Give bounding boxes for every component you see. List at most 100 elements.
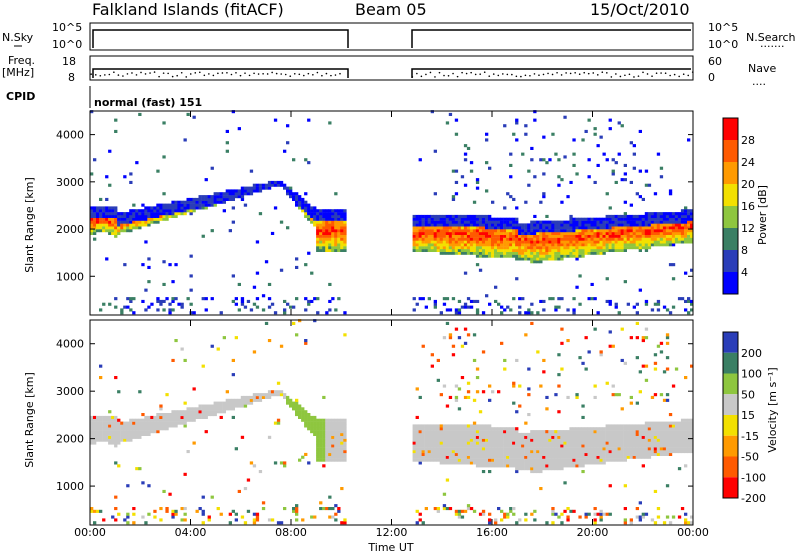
data-cell bbox=[307, 118, 311, 122]
data-cell bbox=[563, 251, 567, 255]
data-cell bbox=[183, 358, 187, 362]
data-cell bbox=[524, 447, 528, 451]
data-cell bbox=[457, 430, 462, 434]
nave-dot bbox=[158, 75, 160, 78]
data-cell bbox=[653, 393, 658, 397]
data-cell bbox=[485, 450, 489, 454]
data-cell bbox=[527, 432, 531, 436]
data-cell bbox=[328, 214, 332, 218]
data-cell bbox=[183, 512, 187, 516]
data-cell bbox=[632, 246, 636, 250]
data-cell bbox=[165, 206, 169, 210]
data-cell bbox=[605, 458, 609, 462]
data-cell bbox=[430, 234, 434, 238]
data-cell bbox=[331, 441, 335, 445]
data-cell bbox=[638, 214, 642, 218]
data-cell bbox=[533, 223, 537, 227]
data-cell bbox=[165, 209, 169, 213]
data-cell bbox=[475, 299, 480, 303]
data-cell bbox=[687, 430, 691, 434]
data-cell bbox=[156, 421, 160, 425]
data-cell bbox=[536, 464, 540, 468]
data-cell bbox=[430, 217, 434, 221]
data-cell bbox=[687, 223, 691, 227]
data-cell bbox=[276, 180, 281, 184]
data-cell bbox=[454, 220, 459, 224]
data-cell bbox=[463, 509, 468, 513]
data-cell bbox=[626, 302, 630, 306]
data-cell bbox=[599, 438, 603, 442]
data-cell bbox=[506, 430, 510, 434]
data-cell bbox=[581, 447, 585, 451]
data-cell bbox=[126, 297, 130, 301]
data-cell bbox=[656, 229, 661, 233]
data-cell bbox=[506, 192, 510, 196]
data-cell bbox=[328, 223, 332, 227]
data-cell bbox=[283, 461, 287, 465]
data-cell bbox=[581, 217, 585, 221]
data-cell bbox=[445, 444, 450, 448]
data-cell bbox=[105, 229, 109, 233]
data-cell bbox=[93, 521, 97, 525]
data-cell bbox=[219, 195, 223, 199]
data-cell bbox=[524, 467, 528, 471]
data-cell bbox=[632, 166, 636, 170]
data-cell bbox=[653, 223, 658, 227]
data-cell bbox=[548, 432, 552, 436]
data-cell bbox=[539, 243, 543, 247]
data-cell bbox=[421, 424, 425, 428]
data-cell bbox=[132, 418, 136, 422]
data-cell bbox=[524, 512, 528, 516]
noise-frame bbox=[89, 22, 694, 51]
data-cell bbox=[144, 240, 148, 244]
data-cell bbox=[123, 438, 127, 442]
data-cell bbox=[264, 321, 269, 325]
data-cell bbox=[481, 231, 486, 235]
data-cell bbox=[611, 441, 615, 445]
data-cell bbox=[319, 234, 323, 238]
data-cell bbox=[635, 302, 639, 306]
data-cell bbox=[454, 398, 459, 402]
data-cell bbox=[644, 183, 649, 187]
data-cell bbox=[521, 444, 525, 448]
data-cell bbox=[111, 424, 115, 428]
data-cell bbox=[439, 231, 443, 235]
data-cell bbox=[684, 521, 688, 525]
data-cell bbox=[322, 452, 326, 456]
nave-dot bbox=[578, 73, 581, 76]
data-cell bbox=[497, 223, 501, 227]
data-cell bbox=[596, 144, 600, 148]
data-cell bbox=[439, 251, 443, 255]
data-cell bbox=[608, 424, 612, 428]
data-cell bbox=[602, 461, 606, 465]
data-cell bbox=[96, 212, 100, 216]
data-cell bbox=[195, 200, 199, 204]
data-cell bbox=[635, 441, 639, 445]
data-cell bbox=[653, 441, 658, 445]
data-cell bbox=[180, 421, 184, 425]
data-cell bbox=[659, 240, 664, 244]
data-cell bbox=[650, 441, 655, 445]
data-cell bbox=[171, 418, 175, 422]
data-cell bbox=[602, 248, 606, 252]
data-cell bbox=[584, 444, 588, 448]
data-cell bbox=[485, 430, 489, 434]
data-cell bbox=[527, 367, 531, 371]
data-cell bbox=[629, 203, 633, 207]
data-cell bbox=[581, 427, 585, 431]
data-cell bbox=[424, 430, 428, 434]
data-cell bbox=[690, 209, 694, 213]
data-cell bbox=[343, 220, 347, 224]
data-cell bbox=[659, 427, 664, 431]
data-cell bbox=[593, 461, 597, 465]
data-cell bbox=[427, 214, 431, 218]
data-cell bbox=[665, 444, 670, 448]
data-cell bbox=[316, 223, 320, 227]
data-cell bbox=[451, 248, 456, 252]
nave-dot bbox=[651, 75, 653, 77]
data-cell bbox=[448, 507, 453, 511]
data-cell bbox=[114, 217, 118, 221]
data-cell bbox=[421, 455, 425, 459]
data-cell bbox=[252, 464, 257, 468]
data-cell bbox=[319, 248, 323, 252]
